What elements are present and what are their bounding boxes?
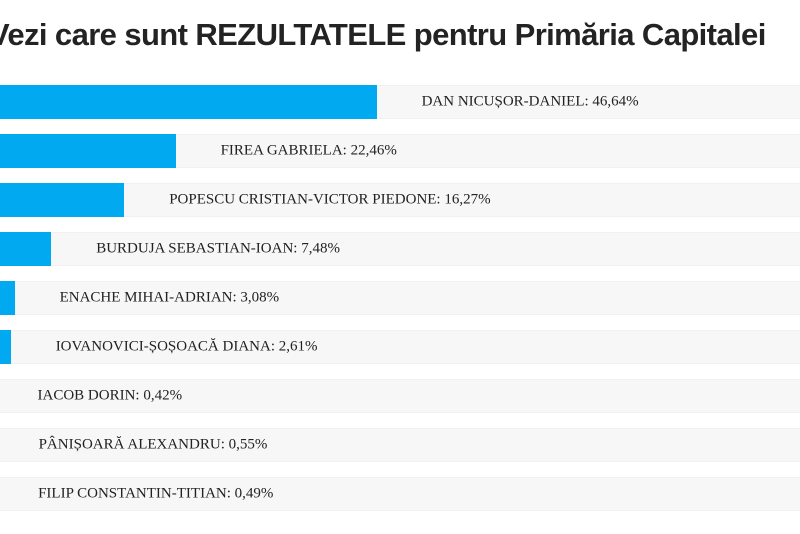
result-row: FIREA GABRIELA: 22,46% (0, 134, 800, 168)
result-label: FILIP CONSTANTIN-TITIAN: 0,49% (38, 485, 274, 502)
result-label: IACOB DORIN: 0,42% (37, 387, 183, 404)
result-bar (0, 232, 52, 266)
result-bar (0, 281, 15, 315)
result-bar (0, 134, 176, 168)
result-row: FILIP CONSTANTIN-TITIAN: 0,49% (0, 477, 800, 511)
result-row: IACOB DORIN: 0,42% (0, 379, 800, 413)
results-bar-chart: DAN NICUȘOR-DANIEL: 46,64% FIREA GABRIEL… (0, 85, 800, 526)
result-label: FIREA GABRIELA: 22,46% (220, 142, 397, 159)
result-label: DAN NICUȘOR-DANIEL: 46,64% (421, 93, 639, 110)
result-row: ENACHE MIHAI-ADRIAN: 3,08% (0, 281, 800, 315)
result-row: IOVANOVICI-ȘOȘOACĂ DIANA: 2,61% (0, 330, 800, 364)
result-bar (0, 85, 377, 119)
result-row: BURDUJA SEBASTIAN-IOAN: 7,48% (0, 232, 800, 266)
page-title: Vezi care sunt REZULTATELE pentru Primăr… (0, 17, 766, 52)
result-label: ENACHE MIHAI-ADRIAN: 3,08% (59, 289, 280, 306)
result-label: IOVANOVICI-ȘOȘOACĂ DIANA: 2,61% (55, 338, 318, 355)
result-label: BURDUJA SEBASTIAN-IOAN: 7,48% (96, 240, 340, 257)
result-label: PÂNIȘOARĂ ALEXANDRU: 0,55% (38, 436, 268, 453)
result-label: POPESCU CRISTIAN-VICTOR PIEDONE: 16,27% (169, 191, 491, 208)
result-row: POPESCU CRISTIAN-VICTOR PIEDONE: 16,27% (0, 183, 800, 217)
result-bar (0, 183, 125, 217)
result-row: DAN NICUȘOR-DANIEL: 46,64% (0, 85, 800, 119)
result-row: PÂNIȘOARĂ ALEXANDRU: 0,55% (0, 428, 800, 462)
result-bar (0, 330, 11, 364)
